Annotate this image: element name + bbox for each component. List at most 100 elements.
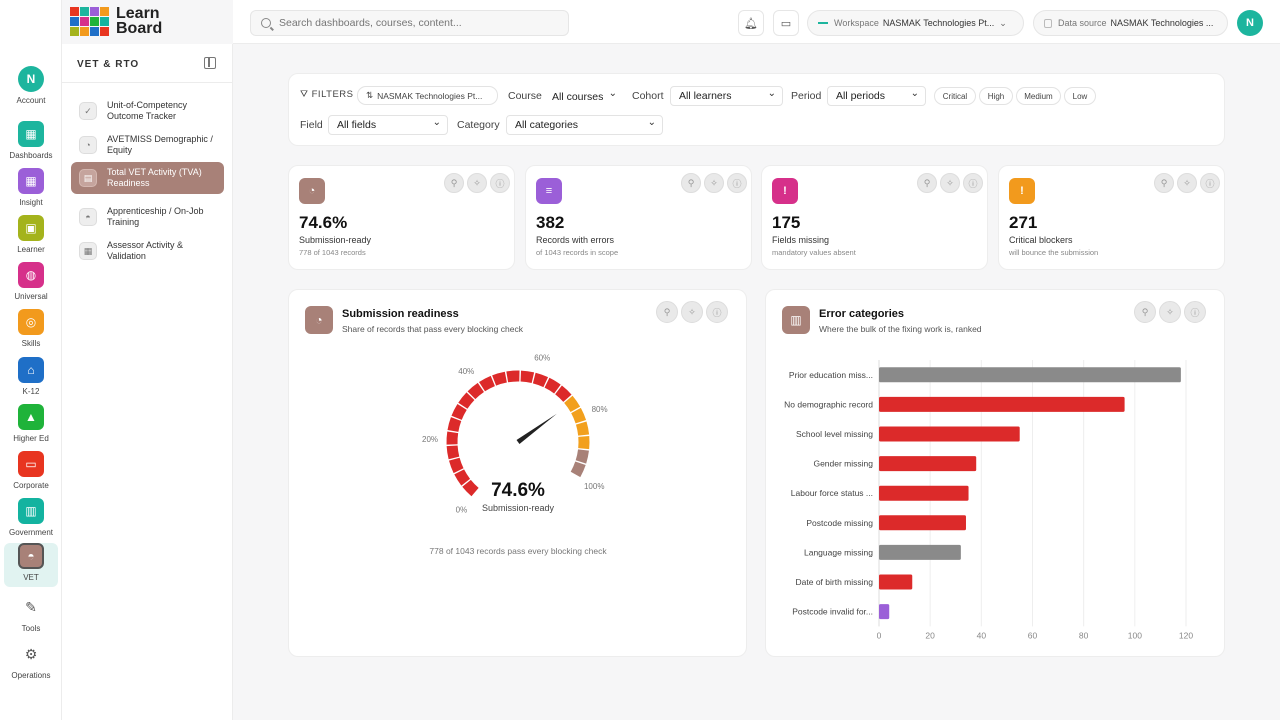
rail-item-government[interactable]: ▥ Government	[4, 498, 58, 542]
gauge-segment	[462, 479, 479, 497]
datasource-selector[interactable]: Data source NASMAK Technologies ...	[1033, 10, 1228, 36]
sparkle-icon[interactable]: ✧	[1159, 301, 1181, 323]
search-input[interactable]	[279, 17, 549, 29]
severity-chip-critical[interactable]: Critical	[934, 87, 976, 105]
course-label: Course	[508, 90, 542, 102]
course-select[interactable]: All courses	[548, 87, 623, 107]
gauge-tick-label: 100%	[584, 482, 604, 491]
bar	[879, 456, 977, 472]
bar-label: Gender missing	[813, 459, 873, 469]
hard-hat-icon: ◓	[79, 208, 97, 226]
severity-chip-medium[interactable]: Medium	[1016, 87, 1061, 105]
sidebar-item-apprenticeship[interactable]: ◓ Apprenticeship / On-Job Training	[71, 201, 224, 233]
bar-label: Postcode missing	[806, 518, 873, 528]
check-circle-icon: ✓	[79, 102, 97, 120]
card-actions: ⚲ ✧ ⓘ	[1154, 173, 1220, 193]
x-tick-label: 40	[977, 630, 987, 640]
rail-item-tools[interactable]: ✎ Tools	[4, 594, 58, 638]
rail-item-higher-ed[interactable]: ▲ Higher Ed	[4, 404, 58, 448]
sparkle-icon[interactable]: ✧	[704, 173, 724, 193]
section-sidebar: VET & RTO ✓ Unit-of-Competency Outcome T…	[62, 44, 233, 720]
sidebar-item-label: Unit-of-Competency Outcome Tracker	[107, 100, 188, 121]
sparkle-icon[interactable]: ✧	[940, 173, 960, 193]
kpi-label: Records with errors	[536, 235, 615, 245]
pin-icon[interactable]: ⚲	[1134, 301, 1156, 323]
info-icon[interactable]: ⓘ	[1200, 173, 1220, 193]
category-select[interactable]: All categories	[506, 115, 663, 135]
display-button[interactable]: ▭	[773, 10, 799, 36]
gauge-segment	[571, 407, 587, 424]
gauge-tick-label: 60%	[534, 353, 550, 362]
pin-icon[interactable]: ⚲	[1154, 173, 1174, 193]
sidebar-item-avetmiss[interactable]: ◔ AVETMISS Demographic / Equity	[71, 129, 224, 161]
gauge-tick-label: 0%	[456, 505, 468, 514]
gauge-segment	[492, 371, 507, 386]
collapse-sidebar-icon[interactable]	[204, 57, 216, 69]
pin-icon[interactable]: ⚲	[656, 301, 678, 323]
x-tick-label: 120	[1179, 630, 1193, 640]
sparkle-icon[interactable]: ✧	[467, 173, 487, 193]
rail-item-label: Tools	[21, 624, 41, 633]
info-icon[interactable]: ⓘ	[1184, 301, 1206, 323]
severity-chip-high[interactable]: High	[979, 87, 1013, 105]
field-select[interactable]: All fields	[328, 115, 448, 135]
bar-label: Date of birth missing	[796, 577, 874, 587]
workspace-selector[interactable]: Workspace NASMAK Technologies Pt... ⌄	[807, 10, 1024, 36]
rail-item-label: Account	[16, 96, 46, 105]
rail-item-account[interactable]: N Account	[4, 66, 58, 110]
gauge-icon: ◔	[299, 178, 325, 204]
rail-item-universal[interactable]: ◍ Universal	[4, 262, 58, 306]
gauge-segment	[479, 375, 495, 392]
sidebar-item-uoc-tracker[interactable]: ✓ Unit-of-Competency Outcome Tracker	[71, 95, 224, 127]
monitor-icon: ▭	[780, 17, 792, 30]
sparkle-icon[interactable]: ✧	[681, 301, 703, 323]
rail-item-dashboards[interactable]: ▦ Dashboards	[4, 121, 58, 165]
org-filter-chip[interactable]: ⇅ NASMAK Technologies Pt...	[357, 86, 498, 105]
sidebar-item-assessor[interactable]: ▦ Assessor Activity & Validation	[71, 235, 224, 267]
gauge-segment	[564, 395, 581, 413]
filters-card: ⛛ FILTERS ⇅ NASMAK Technologies Pt... Cou…	[288, 73, 1225, 146]
wrench-icon: ✎	[25, 598, 37, 615]
search-box[interactable]	[250, 10, 569, 36]
sidebar-item-tva-readiness[interactable]: ▤ Total VET Activity (TVA) Readiness	[71, 162, 224, 194]
pin-icon[interactable]: ⚲	[444, 173, 464, 193]
filters-title: ⛛ FILTERS	[300, 89, 354, 100]
severity-chip-low[interactable]: Low	[1064, 87, 1096, 105]
swap-icon: ⇅	[366, 90, 374, 100]
pin-icon[interactable]: ⚲	[917, 173, 937, 193]
rail-item-learner[interactable]: ▣ Learner	[4, 215, 58, 259]
search-icon	[261, 18, 271, 28]
gauge-segment	[578, 435, 590, 450]
kpi-sub: 778 of 1043 records	[299, 248, 366, 257]
rail-item-insight[interactable]: ▦ Insight	[4, 168, 58, 212]
datasource-label: Data source	[1058, 18, 1107, 28]
info-icon[interactable]: ⓘ	[963, 173, 983, 193]
rail-item-corporate[interactable]: ▭ Corporate	[4, 451, 58, 495]
kpi-value: 175	[772, 213, 801, 232]
app-logo[interactable]	[70, 6, 170, 40]
sparkle-icon[interactable]: ✧	[1177, 173, 1197, 193]
panel-subtitle: Share of records that pass every blockin…	[342, 324, 523, 334]
rail-item-skills[interactable]: ◎ Skills	[4, 309, 58, 353]
id-card-icon: ▣	[18, 215, 44, 241]
bar	[879, 544, 961, 560]
bar	[879, 574, 913, 590]
rail-item-vet[interactable]: ◓ VET	[4, 543, 58, 587]
gauge-segment	[544, 377, 561, 394]
cohort-select[interactable]: All learners	[670, 86, 783, 106]
rail-item-k-12[interactable]: ⌂ K-12	[4, 357, 58, 401]
workspace-icon	[818, 22, 828, 24]
rail-item-operations[interactable]: ⚙ Operations	[4, 641, 58, 685]
kpi-sub: of 1043 records in scope	[536, 248, 619, 257]
pin-icon[interactable]: ⚲	[681, 173, 701, 193]
gauge-segment	[467, 382, 484, 400]
pie-chart-icon: ◔	[79, 136, 97, 154]
notifications-button[interactable]: 🔔︎	[738, 10, 764, 36]
info-icon[interactable]: ⓘ	[706, 301, 728, 323]
period-select[interactable]: All periods	[827, 86, 926, 106]
user-avatar[interactable]: N	[1237, 10, 1263, 36]
info-icon[interactable]: ⓘ	[490, 173, 510, 193]
kpi-value: 74.6%	[299, 213, 348, 232]
x-tick-label: 80	[1079, 630, 1089, 640]
info-icon[interactable]: ⓘ	[727, 173, 747, 193]
